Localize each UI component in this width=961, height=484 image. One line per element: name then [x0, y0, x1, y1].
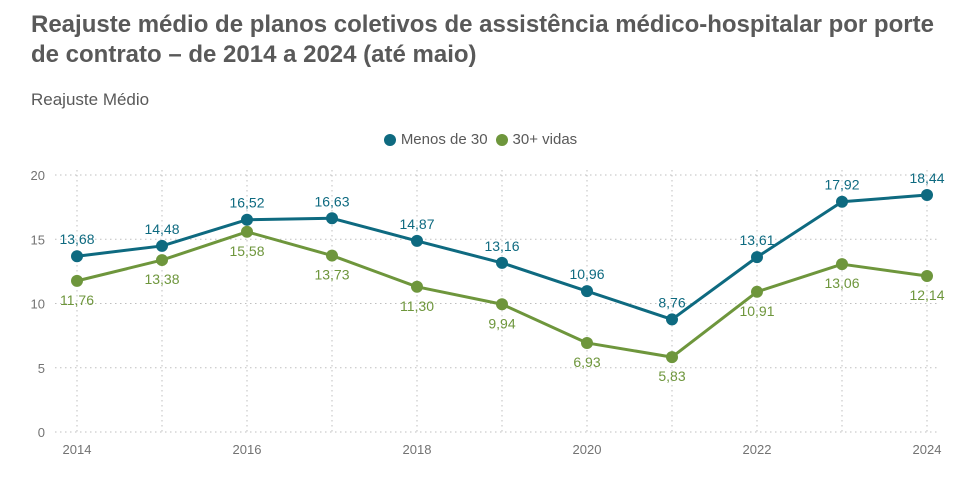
x-tick-label: 2018 [403, 442, 432, 457]
data-point [836, 195, 848, 208]
y-tick-label: 0 [38, 425, 45, 440]
chart-title: Reajuste médio de planos coletivos de as… [31, 11, 934, 68]
x-tick-label: 2024 [913, 442, 942, 457]
legend-item-30-vidas[interactable]: 30+ vidas [495, 131, 578, 148]
x-tick-label: 2014 [63, 442, 92, 457]
data-label: 13,61 [739, 232, 774, 248]
x-tick-label: 2020 [573, 442, 602, 457]
data-point [921, 189, 933, 202]
legend-label-30-vidas: 30+ vidas [512, 131, 578, 148]
data-label: 10,96 [569, 266, 604, 282]
data-point [241, 225, 253, 238]
data-point [581, 336, 593, 349]
chart-subtitle: Reajuste Médio [31, 90, 150, 109]
series-menos-de-30: 13,68 14,48 16,52 16,63 14,87 13,16 10,96 8,76 1… [59, 170, 945, 326]
data-label: 14,48 [144, 221, 179, 237]
y-tick-label: 20 [31, 168, 45, 183]
data-label: 11,30 [400, 298, 434, 314]
legend-marker-menos-de-30 [383, 133, 396, 146]
y-tick-label: 10 [31, 297, 45, 312]
legend-label-menos-de-30: Menos de 30 [400, 131, 488, 148]
data-point [156, 254, 168, 267]
x-tick-label: 2022 [743, 442, 772, 457]
data-point [71, 250, 83, 263]
data-point [156, 239, 168, 252]
data-point [411, 234, 423, 247]
axis-ticks: 0 5 10 15 20 2014 2016 2018 2020 2022 2024 [31, 168, 942, 457]
data-label: 17,92 [824, 177, 859, 193]
data-label: 14,87 [399, 216, 434, 232]
data-point [751, 285, 763, 298]
y-tick-label: 5 [38, 361, 45, 376]
data-label: 13,73 [314, 267, 349, 283]
data-point [836, 258, 848, 271]
data-point [411, 280, 423, 293]
data-point [71, 274, 83, 287]
data-point [666, 313, 678, 326]
data-point [326, 249, 338, 262]
data-label: 10,91 [739, 303, 774, 319]
data-point [326, 212, 338, 225]
data-label: 16,63 [314, 193, 349, 209]
data-label: 12,14 [909, 287, 944, 303]
data-label: 5,83 [658, 368, 685, 384]
legend: Menos de 30 30+ vidas [0, 131, 961, 148]
data-point [496, 298, 508, 311]
data-point [921, 270, 933, 283]
data-point [241, 213, 253, 226]
legend-marker-30-vidas [495, 133, 508, 146]
data-point [581, 285, 593, 298]
data-label: 15,58 [229, 243, 264, 259]
data-point [751, 251, 763, 264]
data-label: 13,68 [59, 231, 94, 247]
series-30-vidas: 11,76 13,38 15,58 13,73 11,30 9,94 6,93 5,83 10,… [60, 225, 945, 384]
data-label: 11,76 [60, 292, 94, 308]
data-label: 9,94 [488, 315, 515, 331]
data-label: 6,93 [573, 354, 600, 370]
data-point [496, 256, 508, 269]
data-label: 8,76 [658, 294, 685, 310]
data-label: 13,06 [824, 275, 859, 291]
data-point [666, 351, 678, 364]
data-label: 13,16 [484, 238, 519, 254]
x-tick-label: 2016 [233, 442, 262, 457]
legend-item-menos-de-30[interactable]: Menos de 30 [383, 131, 488, 148]
data-label: 18,44 [909, 170, 944, 186]
data-label: 13,38 [144, 271, 179, 287]
data-label: 16,52 [229, 195, 264, 211]
y-tick-label: 15 [31, 232, 45, 247]
